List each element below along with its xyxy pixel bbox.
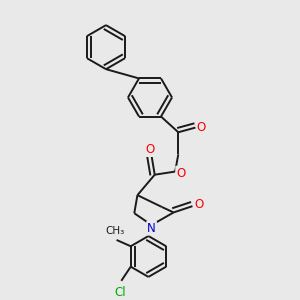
Text: O: O (194, 198, 203, 211)
Text: CH₃: CH₃ (105, 226, 124, 236)
Text: O: O (196, 121, 206, 134)
Text: Cl: Cl (114, 286, 125, 298)
Text: N: N (147, 222, 156, 235)
Text: O: O (146, 143, 154, 156)
Text: O: O (176, 167, 185, 180)
